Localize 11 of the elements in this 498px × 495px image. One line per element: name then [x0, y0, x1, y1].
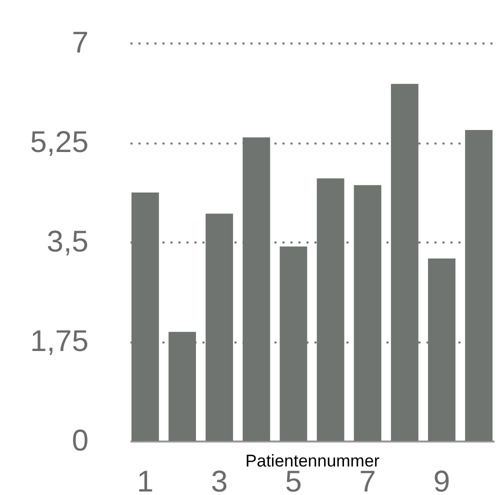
bar: [354, 185, 382, 441]
y-tick-label: 3,5: [46, 226, 88, 258]
x-tick-label: 3: [210, 466, 228, 495]
bar: [465, 130, 493, 441]
y-tick-label: 0: [72, 424, 88, 458]
y-tick-label: 7: [72, 26, 88, 60]
bar: [242, 137, 270, 441]
y-tick-label: 5,25: [30, 126, 88, 159]
x-tick-label: 9: [433, 466, 450, 495]
x-tick-label: 1: [136, 466, 154, 495]
y-tick-label: 1,75: [30, 325, 88, 358]
